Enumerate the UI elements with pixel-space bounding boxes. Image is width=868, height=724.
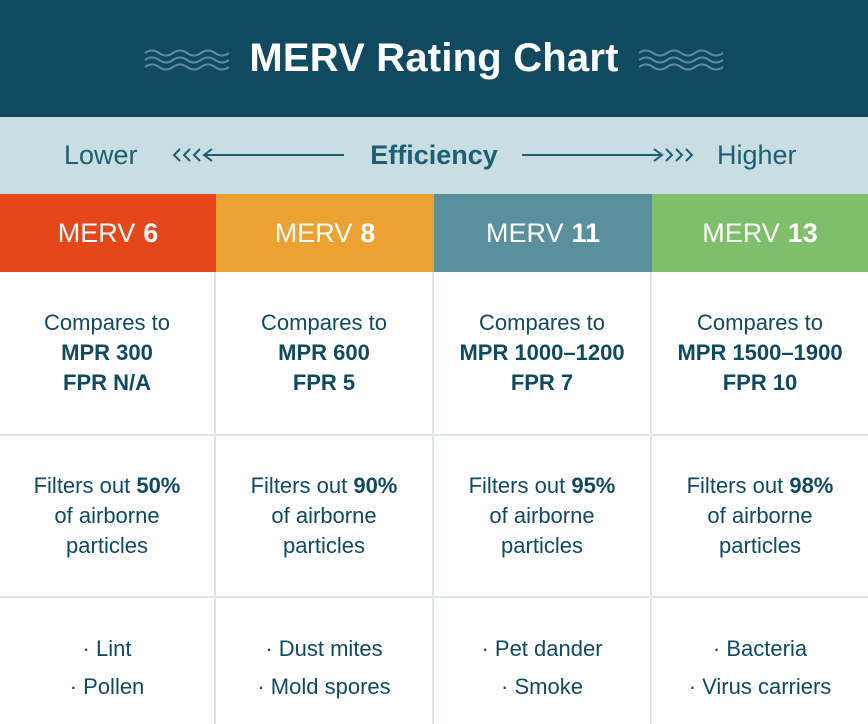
filter-percent: 98% — [789, 473, 834, 498]
filter-percent: 95% — [571, 473, 616, 498]
arrow-left-icon — [172, 148, 344, 162]
mpr-value: MPR 300 — [61, 340, 153, 365]
compares-to-label: Compares to — [44, 310, 170, 335]
example-item: · Dust mites — [265, 636, 383, 661]
filter-line-1: Filters out 95% — [469, 471, 616, 501]
example-item: · Bacteria — [712, 636, 808, 661]
merv-label: MERV — [57, 217, 136, 248]
efficiency-label: Efficiency — [370, 140, 498, 170]
compare-cell: Compares to MPR 300 FPR N/A — [0, 272, 216, 436]
example-item: · Mold spores — [257, 674, 391, 699]
fpr-value: FPR 5 — [292, 370, 356, 395]
merv-header-6: MERV 6 — [0, 194, 216, 272]
filter-line-3: particles — [66, 533, 148, 558]
filter-line-2: of airborne — [707, 503, 813, 528]
examples-cell: · Pet dander · Smoke — [434, 598, 652, 724]
filter-prefix: Filters out — [250, 473, 348, 498]
compare-cell: Compares to MPR 1000–1200 FPR 7 — [434, 272, 652, 436]
mpr-value: MPR 1500–1900 — [677, 340, 843, 365]
fpr-value: FPR N/A — [63, 370, 151, 395]
example-item: · Virus carriers — [688, 674, 832, 699]
filter-line-2: of airborne — [271, 503, 377, 528]
arrow-right-icon — [522, 148, 694, 162]
filter-line-3: particles — [719, 533, 801, 558]
merv-number: 6 — [143, 217, 159, 248]
filter-line-1: Filters out 98% — [687, 471, 834, 501]
examples-cell: · Dust mites · Mold spores — [216, 598, 434, 724]
merv-number: 8 — [360, 217, 376, 248]
example-item: · Lint — [82, 636, 132, 661]
filter-cell: Filters out 98% of airborne particles — [652, 436, 868, 598]
filter-line-1: Filters out 50% — [34, 471, 181, 501]
compares-to-label: Compares to — [261, 310, 387, 335]
filter-prefix: Filters out — [686, 473, 784, 498]
merv-number: 11 — [571, 217, 601, 248]
efficiency-lower-label: Lower — [64, 140, 138, 170]
efficiency-bar: Lower Efficiency Higher — [0, 117, 868, 194]
filter-cell: Filters out 90% of airborne particles — [216, 436, 434, 598]
filter-line-1: Filters out 90% — [251, 471, 398, 501]
examples-cell: · Bacteria · Virus carriers — [652, 598, 868, 724]
filter-line-3: particles — [501, 533, 583, 558]
merv-header-13: MERV 13 — [652, 194, 868, 272]
filter-percent: 90% — [353, 473, 398, 498]
chart-header: MERV Rating Chart — [0, 0, 868, 117]
wave-left-icon — [144, 49, 230, 70]
filter-line-2: of airborne — [54, 503, 160, 528]
merv-label: MERV — [702, 217, 780, 248]
filter-line-2: of airborne — [489, 503, 595, 528]
compares-to-label: Compares to — [479, 310, 605, 335]
filter-prefix: Filters out — [468, 473, 566, 498]
mpr-value: MPR 600 — [278, 340, 370, 365]
merv-number: 13 — [787, 217, 818, 248]
mpr-value: MPR 1000–1200 — [459, 340, 625, 365]
example-item: · Pet dander — [481, 636, 603, 661]
merv-header-8: MERV 8 — [216, 194, 434, 272]
filter-cell: Filters out 50% of airborne particles — [0, 436, 216, 598]
compares-to-label: Compares to — [697, 310, 823, 335]
fpr-value: FPR 7 — [510, 370, 574, 395]
example-item: · Smoke — [501, 674, 583, 699]
compare-cell: Compares to MPR 1500–1900 FPR 10 — [652, 272, 868, 436]
examples-cell: · Lint · Pollen — [0, 598, 216, 724]
filter-percent: 50% — [136, 473, 181, 498]
merv-table: MERV 6 MERV 8 MERV 11 MERV 13 Compares to MP… — [0, 194, 868, 724]
fpr-value: FPR 10 — [722, 370, 798, 395]
merv-header-11: MERV 11 — [434, 194, 652, 272]
filter-prefix: Filters out — [33, 473, 131, 498]
page-title: MERV Rating Chart — [249, 36, 619, 80]
filter-line-3: particles — [283, 533, 365, 558]
efficiency-higher-label: Higher — [717, 140, 797, 170]
wave-right-icon — [638, 49, 724, 70]
merv-label: MERV — [274, 217, 353, 248]
compare-cell: Compares to MPR 600 FPR 5 — [216, 272, 434, 436]
merv-label: MERV — [485, 217, 564, 248]
filter-cell: Filters out 95% of airborne particles — [434, 436, 652, 598]
example-item: · Pollen — [69, 674, 145, 699]
